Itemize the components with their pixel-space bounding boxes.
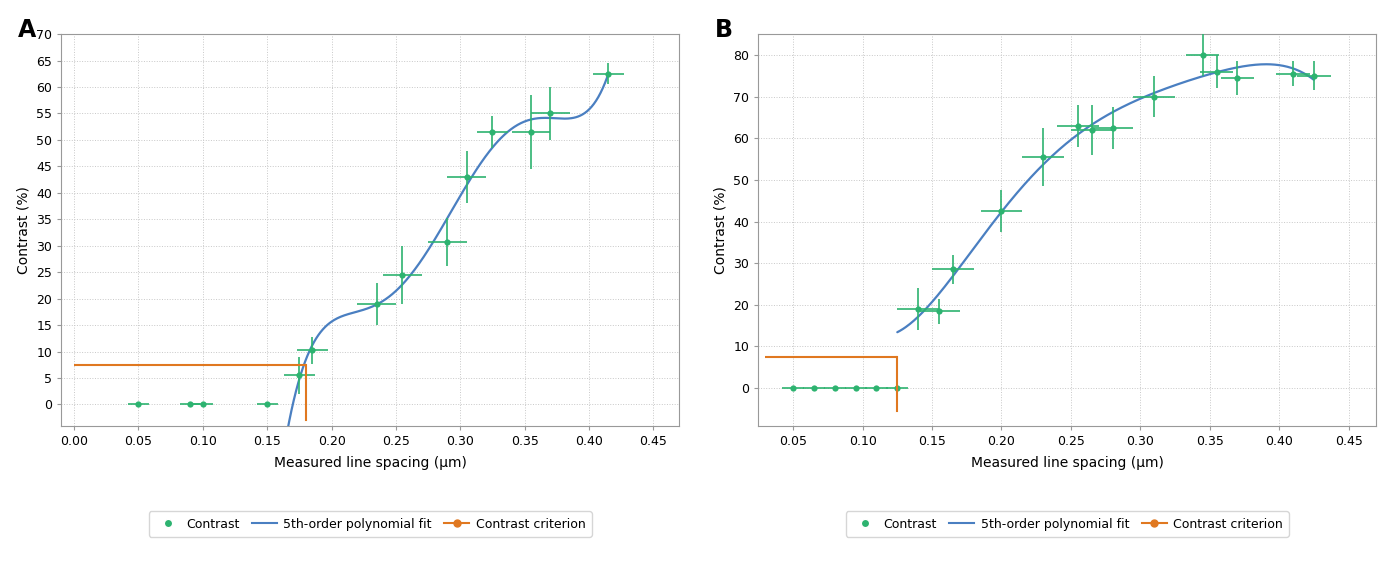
Text: A: A <box>18 19 36 43</box>
Legend: Contrast, 5th-order polynomial fit, Contrast criterion: Contrast, 5th-order polynomial fit, Cont… <box>846 511 1289 537</box>
Y-axis label: Contrast (%): Contrast (%) <box>17 186 31 274</box>
X-axis label: Measured line spacing (μm): Measured line spacing (μm) <box>274 456 467 470</box>
Legend: Contrast, 5th-order polynomial fit, Contrast criterion: Contrast, 5th-order polynomial fit, Cont… <box>149 511 592 537</box>
Y-axis label: Contrast (%): Contrast (%) <box>713 186 729 274</box>
Text: B: B <box>715 19 733 43</box>
X-axis label: Measured line spacing (μm): Measured line spacing (μm) <box>971 456 1163 470</box>
